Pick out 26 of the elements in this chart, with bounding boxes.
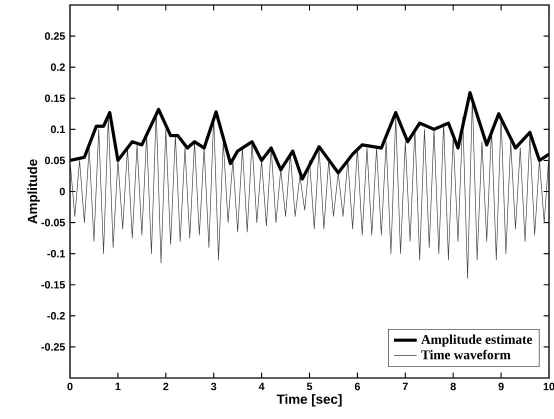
x-tick-label: 6 <box>354 382 360 390</box>
x-tick-label: 1 <box>116 382 121 390</box>
x-tick-label: 2 <box>163 382 168 390</box>
x-tick-label: 4 <box>258 382 265 390</box>
y-tick-label: -0.05 <box>41 218 65 226</box>
x-axis-title: Time [sec] <box>276 394 342 407</box>
y-tick-label: -0.15 <box>41 280 65 289</box>
x-tick-label: 5 <box>306 382 312 390</box>
y-tick-label: 0.2 <box>50 63 65 71</box>
x-tick-label: 7 <box>402 382 408 390</box>
y-tick-label: -0.1 <box>47 250 65 258</box>
x-tick-label: 3 <box>210 382 216 390</box>
x-tick-label: 0 <box>67 382 73 390</box>
y-tick-label: 0.15 <box>44 94 65 102</box>
y-tick-label: 0.05 <box>44 156 65 164</box>
legend-label: Amplitude estimate <box>421 334 532 347</box>
y-tick-label: 0 <box>60 188 65 196</box>
y-tick-label: 0.25 <box>44 32 65 40</box>
y-tick-label: -0.2 <box>47 312 65 320</box>
legend-label: Time waveform <box>421 350 511 360</box>
y-tick-label: -0.25 <box>41 343 65 351</box>
x-tick-label: 10 <box>544 382 554 390</box>
y-axis-title: Amplitude <box>27 159 40 224</box>
x-tick-label: 8 <box>450 382 456 390</box>
y-tick-label: 0.1 <box>50 126 65 134</box>
x-tick-label: 9 <box>498 382 504 390</box>
